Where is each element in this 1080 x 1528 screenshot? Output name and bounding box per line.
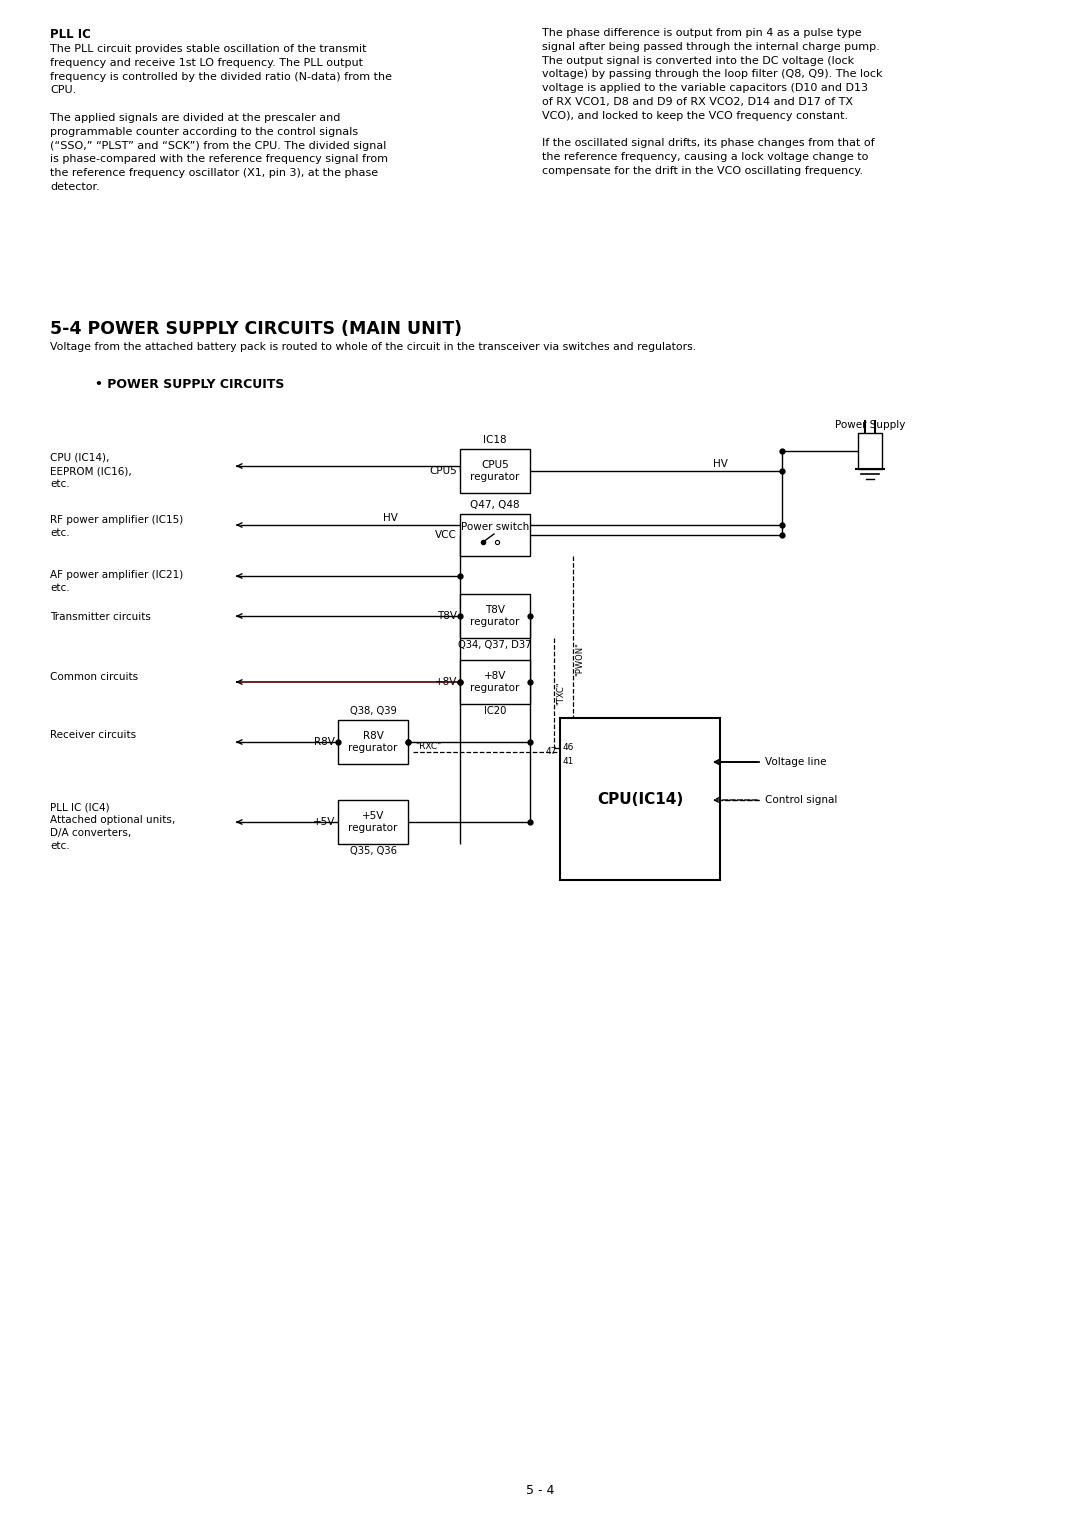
Text: the reference frequency oscillator (X1, pin 3), at the phase: the reference frequency oscillator (X1, … (50, 168, 378, 179)
Text: frequency and receive 1st LO frequency. The PLL output: frequency and receive 1st LO frequency. … (50, 58, 363, 67)
Text: +8V: +8V (434, 677, 457, 688)
Text: HV: HV (382, 513, 397, 523)
Text: D/A converters,: D/A converters, (50, 828, 132, 837)
Bar (460, 660, 530, 704)
Text: Power Supply: Power Supply (835, 420, 905, 429)
Text: IC20: IC20 (484, 706, 507, 717)
Text: etc.: etc. (50, 840, 69, 851)
Text: T8V: T8V (437, 611, 457, 620)
Text: 46: 46 (563, 744, 575, 752)
Text: If the oscillated signal drifts, its phase changes from that of: If the oscillated signal drifts, its pha… (542, 139, 875, 148)
Bar (460, 594, 530, 639)
Text: (“SSO,” “PLST” and “SCK”) from the CPU. The divided signal: (“SSO,” “PLST” and “SCK”) from the CPU. … (50, 141, 387, 151)
Text: +8V
regurator: +8V regurator (470, 671, 519, 692)
Text: voltage) by passing through the loop filter (Q8, Q9). The lock: voltage) by passing through the loop fil… (542, 69, 882, 79)
Text: programmable counter according to the control signals: programmable counter according to the co… (50, 127, 359, 138)
Text: 47: 47 (545, 747, 557, 756)
Bar (460, 513, 530, 556)
Text: The PLL circuit provides stable oscillation of the transmit: The PLL circuit provides stable oscillat… (50, 44, 366, 53)
Text: CPU5: CPU5 (429, 466, 457, 477)
Text: Receiver circuits: Receiver circuits (50, 730, 136, 740)
Text: The output signal is converted into the DC voltage (lock: The output signal is converted into the … (542, 55, 854, 66)
Text: VCO), and locked to keep the VCO frequency constant.: VCO), and locked to keep the VCO frequen… (542, 112, 848, 121)
Text: 41: 41 (563, 758, 575, 767)
Text: VCC: VCC (435, 530, 457, 539)
Text: signal after being passed through the internal charge pump.: signal after being passed through the in… (542, 41, 880, 52)
Text: +5V
regurator: +5V regurator (349, 811, 397, 833)
Text: etc.: etc. (50, 584, 69, 593)
Text: Q34, Q37, D37: Q34, Q37, D37 (458, 640, 531, 649)
Text: Voltage from the attached battery pack is routed to whole of the circuit in the : Voltage from the attached battery pack i… (50, 342, 697, 351)
Text: CPU(IC14): CPU(IC14) (597, 792, 684, 807)
Bar (338, 801, 408, 843)
Bar (460, 449, 530, 494)
Text: Control signal: Control signal (765, 795, 837, 805)
Text: Attached optional units,: Attached optional units, (50, 814, 175, 825)
Text: 5-4 POWER SUPPLY CIRCUITS (MAIN UNIT): 5-4 POWER SUPPLY CIRCUITS (MAIN UNIT) (50, 319, 462, 338)
Text: The applied signals are divided at the prescaler and: The applied signals are divided at the p… (50, 113, 340, 122)
Text: etc.: etc. (50, 478, 69, 489)
Text: compensate for the drift in the VCO oscillating frequency.: compensate for the drift in the VCO osci… (542, 167, 863, 176)
Text: PLL IC: PLL IC (50, 28, 91, 41)
Text: "TXC": "TXC" (556, 681, 565, 704)
Text: IC18: IC18 (483, 435, 507, 445)
Text: Q38, Q39: Q38, Q39 (350, 706, 396, 717)
Text: CPU.: CPU. (50, 86, 77, 95)
Text: +5V: +5V (312, 817, 335, 827)
Text: etc.: etc. (50, 529, 69, 538)
Text: detector.: detector. (50, 182, 99, 193)
Text: voltage is applied to the variable capacitors (D10 and D13: voltage is applied to the variable capac… (542, 83, 868, 93)
Text: Common circuits: Common circuits (50, 672, 138, 681)
Bar (338, 720, 408, 764)
Text: CPU5
regurator: CPU5 regurator (470, 460, 519, 481)
Text: "PWON": "PWON" (575, 642, 584, 675)
Text: "RXC": "RXC" (415, 743, 442, 750)
Text: HV: HV (713, 458, 728, 469)
Text: The phase difference is output from pin 4 as a pulse type: The phase difference is output from pin … (542, 28, 862, 38)
Text: Q47, Q48: Q47, Q48 (470, 500, 519, 510)
Text: EEPROM (IC16),: EEPROM (IC16), (50, 466, 132, 477)
Text: CPU (IC14),: CPU (IC14), (50, 452, 109, 463)
Text: of RX VCO1, D8 and D9 of RX VCO2, D14 and D17 of TX: of RX VCO1, D8 and D9 of RX VCO2, D14 an… (542, 96, 853, 107)
Text: PLL IC (IC4): PLL IC (IC4) (50, 802, 110, 811)
Text: RF power amplifier (IC15): RF power amplifier (IC15) (50, 515, 184, 526)
Text: AF power amplifier (IC21): AF power amplifier (IC21) (50, 570, 184, 581)
Text: R8V
regurator: R8V regurator (349, 732, 397, 753)
Bar (561, 718, 720, 880)
Text: R8V: R8V (314, 736, 335, 747)
Text: Q35, Q36: Q35, Q36 (350, 847, 396, 856)
Text: Voltage line: Voltage line (765, 756, 826, 767)
Text: is phase-compared with the reference frequency signal from: is phase-compared with the reference fre… (50, 154, 388, 165)
Text: • POWER SUPPLY CIRCUITS: • POWER SUPPLY CIRCUITS (95, 377, 284, 391)
Text: the reference frequency, causing a lock voltage change to: the reference frequency, causing a lock … (542, 153, 868, 162)
Text: T8V
regurator: T8V regurator (470, 605, 519, 626)
Text: frequency is controlled by the divided ratio (N-data) from the: frequency is controlled by the divided r… (50, 72, 392, 81)
Bar (858, 432, 882, 469)
Text: Power switch: Power switch (461, 523, 529, 532)
Text: Transmitter circuits: Transmitter circuits (50, 613, 151, 622)
Text: 5 - 4: 5 - 4 (526, 1484, 554, 1496)
